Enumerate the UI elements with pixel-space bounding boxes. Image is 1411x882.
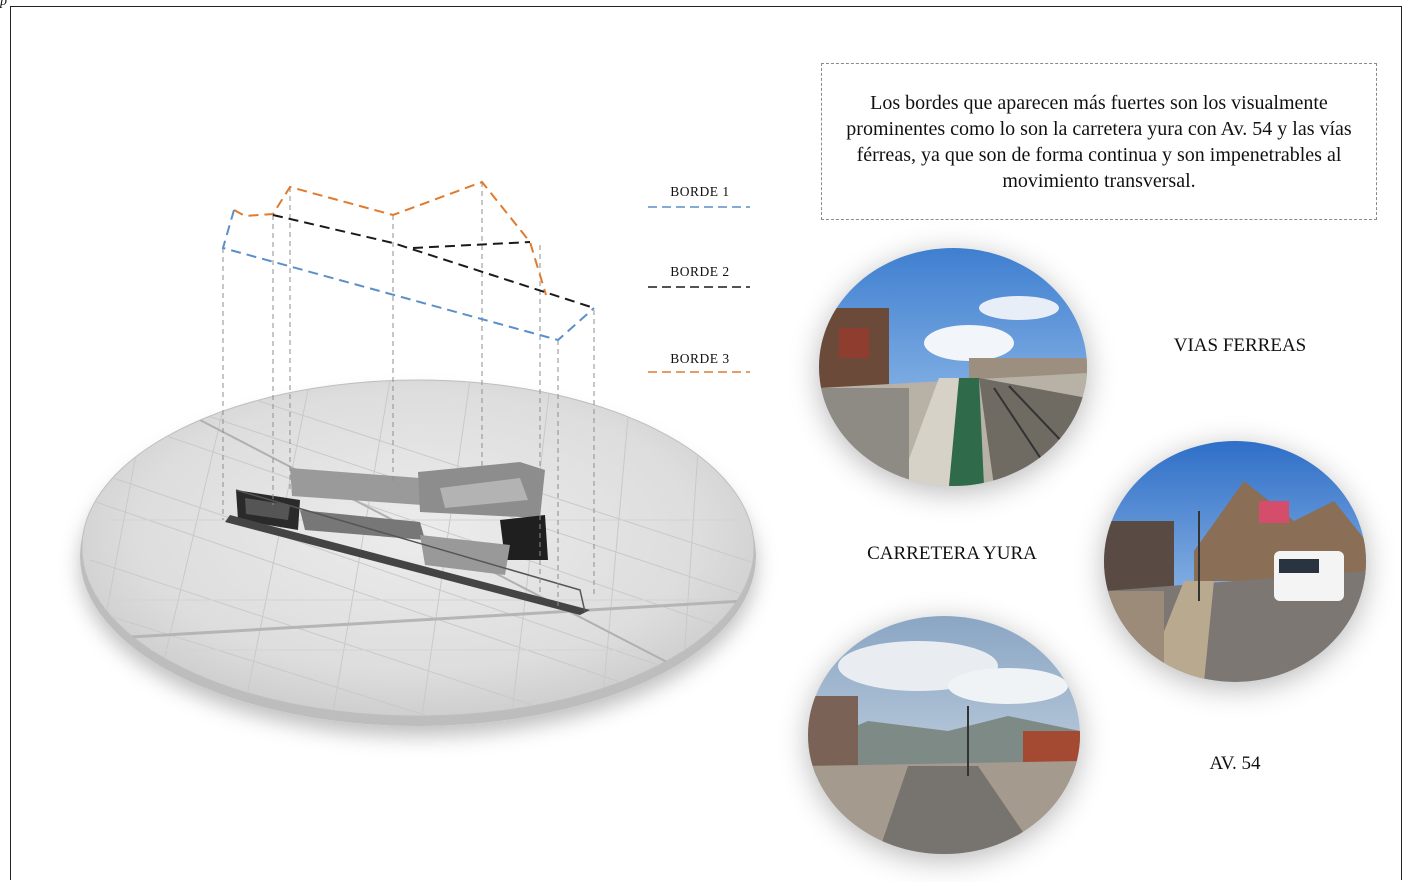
borde-3-line <box>233 180 547 296</box>
label-vias-ferreas: VIAS FERREAS <box>1173 335 1307 356</box>
borde-2-branch <box>412 241 531 249</box>
label-av-54: AV. 54 <box>1209 753 1261 774</box>
site-blocks <box>225 462 590 615</box>
legend-label-borde-1: BORDE 1 <box>670 184 730 199</box>
photo-av-54 <box>1104 441 1366 682</box>
borde-2-line <box>272 214 595 309</box>
borde-1-line <box>221 209 595 342</box>
legend-label-borde-2: BORDE 2 <box>670 264 730 279</box>
map-disc <box>80 379 756 726</box>
label-carretera-yura: CARRETERA YURA <box>867 543 1037 564</box>
photo-vias-ferreas <box>819 248 1087 486</box>
note-text: Los bordes que aparecen más fuertes son … <box>846 91 1352 192</box>
page-frame <box>10 6 1402 880</box>
legend-label-borde-3: BORDE 3 <box>670 351 730 366</box>
note-box: Los bordes que aparecen más fuertes son … <box>821 63 1377 220</box>
photo-carretera-yura <box>808 616 1080 854</box>
projection-lines <box>222 182 595 610</box>
top-mark: p <box>0 0 7 9</box>
